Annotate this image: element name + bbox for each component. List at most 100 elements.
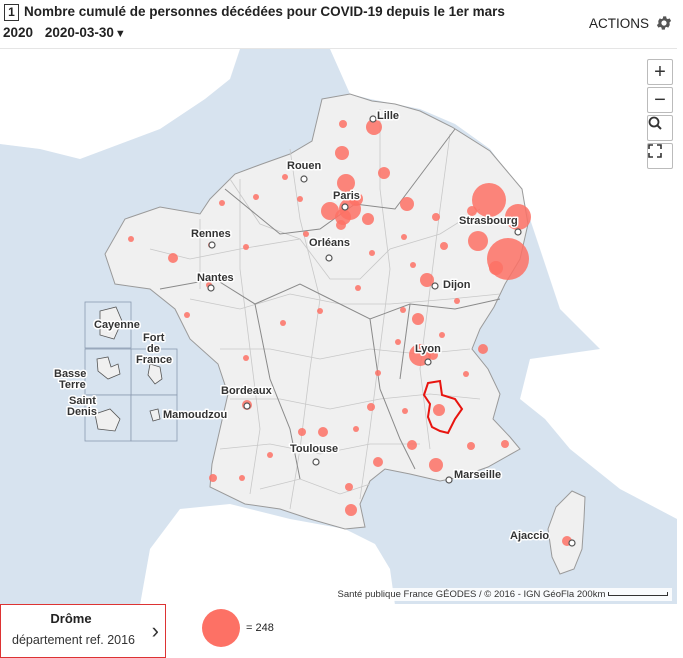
date-value: 2020-03-30 xyxy=(44,25,114,40)
department-bubble[interactable] xyxy=(468,231,488,251)
map-canvas[interactable]: Lille Rouen Paris Strasbourg Rennes Orlé… xyxy=(0,49,677,604)
map-view[interactable]: Lille Rouen Paris Strasbourg Rennes Orlé… xyxy=(0,48,677,604)
department-bubble[interactable] xyxy=(432,213,440,221)
department-bubble[interactable] xyxy=(168,253,178,263)
city-label-marseille: Marseille xyxy=(454,469,501,481)
city-marker xyxy=(312,458,320,466)
department-bubble[interactable] xyxy=(407,440,417,450)
zoom-in-button[interactable]: + xyxy=(647,59,673,85)
department-bubble[interactable] xyxy=(366,119,382,135)
department-bubble[interactable] xyxy=(478,344,488,354)
department-bubble[interactable] xyxy=(429,458,443,472)
department-bubble[interactable] xyxy=(297,196,303,202)
department-bubble[interactable] xyxy=(367,403,375,411)
inset-label-basse: Basse xyxy=(54,368,86,380)
department-bubble[interactable] xyxy=(355,285,361,291)
department-bubble[interactable] xyxy=(489,261,503,275)
search-icon xyxy=(648,116,662,130)
department-bubble[interactable] xyxy=(369,250,375,256)
department-bubble[interactable] xyxy=(428,350,438,360)
department-bubble[interactable] xyxy=(209,474,217,482)
department-bubble[interactable] xyxy=(243,244,249,250)
actions-button[interactable]: ACTIONS xyxy=(589,14,673,32)
department-bubble[interactable] xyxy=(454,298,460,304)
department-bubble[interactable] xyxy=(345,483,353,491)
department-bubble[interactable] xyxy=(253,194,259,200)
department-bubble[interactable] xyxy=(378,167,390,179)
department-bubble[interactable] xyxy=(501,440,509,448)
zoom-out-button[interactable]: − xyxy=(647,87,673,113)
department-bubble[interactable] xyxy=(439,332,445,338)
city-label-bordeaux: Bordeaux xyxy=(221,385,273,397)
department-bubble[interactable] xyxy=(395,339,401,345)
fullscreen-icon xyxy=(648,144,662,158)
search-button[interactable] xyxy=(647,115,673,141)
department-bubble[interactable] xyxy=(420,273,434,287)
city-label-dijon: Dijon xyxy=(443,279,471,291)
department-bubble[interactable] xyxy=(303,231,309,237)
department-bubble[interactable] xyxy=(505,204,531,230)
department-bubble[interactable] xyxy=(467,442,475,450)
region-borders xyxy=(159,128,501,480)
department-bubble[interactable] xyxy=(239,475,245,481)
department-bubble[interactable] xyxy=(337,174,355,192)
city-label-toulouse: Toulouse xyxy=(290,443,338,455)
attribution-text: Santé publique France GÉODES / © 2016 - … xyxy=(337,589,575,600)
department-bubble[interactable] xyxy=(184,312,190,318)
department-bubble[interactable] xyxy=(353,426,359,432)
department-bubble[interactable] xyxy=(243,355,249,361)
date-dropdown[interactable]: 2020-03-30▼ xyxy=(45,25,126,40)
fullscreen-button[interactable] xyxy=(647,143,673,169)
department-bubble[interactable] xyxy=(335,146,349,160)
footer: Drôme département ref. 2016 › = 248 xyxy=(0,604,683,658)
city-marker xyxy=(300,175,308,183)
city-marker xyxy=(243,402,251,410)
selected-department-drome[interactable] xyxy=(422,379,464,435)
department-bubble[interactable] xyxy=(412,313,424,325)
actions-label: ACTIONS xyxy=(588,15,649,31)
department-bubble[interactable] xyxy=(265,388,271,394)
minus-icon: − xyxy=(654,88,666,111)
department-bubble[interactable] xyxy=(345,504,357,516)
inset-label-france: France xyxy=(136,354,172,366)
department-bubble[interactable] xyxy=(280,320,286,326)
city-marker xyxy=(325,254,333,262)
neighbour-spain xyxy=(140,504,395,604)
department-bubble[interactable] xyxy=(282,174,288,180)
city-marker xyxy=(445,476,453,484)
department-bubble[interactable] xyxy=(440,242,448,250)
department-bubble[interactable] xyxy=(433,404,445,416)
department-bubble[interactable] xyxy=(401,234,407,240)
department-bubble[interactable] xyxy=(336,220,346,230)
department-bubble[interactable] xyxy=(402,408,408,414)
department-bubble[interactable] xyxy=(467,206,477,216)
department-bubble[interactable] xyxy=(400,197,414,211)
scale-label: 200km xyxy=(576,589,606,600)
city-marker xyxy=(514,228,522,236)
department-bubble[interactable] xyxy=(219,200,225,206)
department-bubble[interactable] xyxy=(267,452,273,458)
department-bubble[interactable] xyxy=(400,307,406,313)
department-bubble[interactable] xyxy=(128,236,134,242)
neighbour-italy xyxy=(520,349,677,519)
department-bubble[interactable] xyxy=(362,213,374,225)
city-marker xyxy=(208,241,216,249)
title-year: 2020 xyxy=(3,25,34,40)
department-bubble[interactable] xyxy=(472,183,506,217)
department-bubble[interactable] xyxy=(410,262,416,268)
department-bubble[interactable] xyxy=(317,308,323,314)
city-marker xyxy=(341,203,349,211)
department-bubble[interactable] xyxy=(349,192,363,206)
territory-ref: département ref. 2016 xyxy=(12,633,135,647)
department-bubble[interactable] xyxy=(318,427,328,437)
department-bubble[interactable] xyxy=(463,371,469,377)
plus-icon: + xyxy=(654,60,666,83)
department-bubble[interactable] xyxy=(339,120,347,128)
department-bubble[interactable] xyxy=(373,457,383,467)
inset-label-terre: Terre xyxy=(59,379,86,391)
department-bubble[interactable] xyxy=(298,428,306,436)
city-label-paris: Paris xyxy=(333,190,360,202)
territory-panel[interactable]: Drôme département ref. 2016 › xyxy=(0,604,166,658)
department-bubble[interactable] xyxy=(321,202,339,220)
department-bubble[interactable] xyxy=(375,370,381,376)
